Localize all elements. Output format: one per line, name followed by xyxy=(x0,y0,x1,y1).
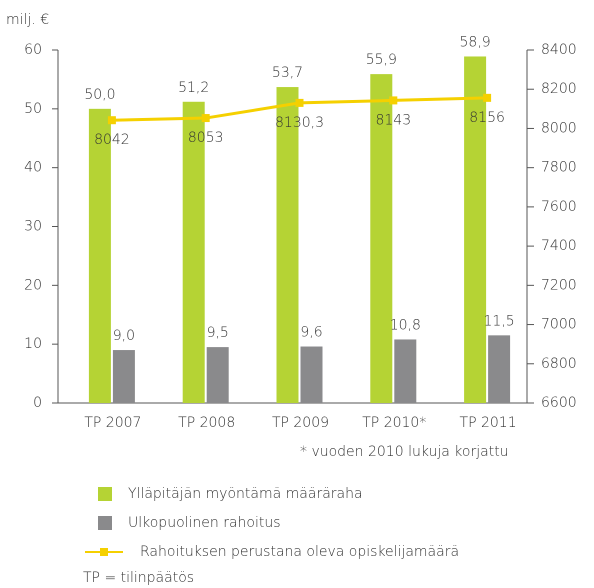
x-tick-label: TP 2008 xyxy=(178,415,235,431)
value-label: 9,5 xyxy=(207,325,229,341)
value-label: 10,8 xyxy=(390,317,421,333)
value-label: 55,9 xyxy=(366,52,397,68)
legend-label: Ulkopuolinen rahoitus xyxy=(128,515,281,531)
line-marker xyxy=(201,114,210,123)
bar xyxy=(112,350,135,403)
value-label: 8042 xyxy=(94,132,130,148)
value-label: 11,5 xyxy=(484,313,515,329)
y2-tick-label: 7000 xyxy=(541,317,577,333)
value-label: 8053 xyxy=(188,130,224,146)
line-marker xyxy=(483,93,492,102)
bar xyxy=(394,339,417,403)
x-tick-label: TP 2010* xyxy=(362,415,426,431)
bar xyxy=(370,74,393,403)
y2-tick-label: 8000 xyxy=(541,120,577,136)
legend-label: Ylläpitäjän myöntämä määräraha xyxy=(128,486,363,502)
footnote: * vuoden 2010 lukuja korjattu xyxy=(300,444,509,460)
line-marker xyxy=(389,96,398,105)
legend-swatch xyxy=(98,487,112,501)
y2-tick-label: 6600 xyxy=(541,395,577,411)
value-label: 8156 xyxy=(469,110,505,126)
value-label: 8130,3 xyxy=(275,115,324,131)
y2-tick-label: 7400 xyxy=(541,238,577,254)
x-tick-label: TP 2007 xyxy=(84,415,141,431)
y2-tick-label: 7200 xyxy=(541,277,577,293)
bar xyxy=(276,87,299,403)
value-label: 58,9 xyxy=(460,34,491,50)
legend-label: Rahoituksen perustana oleva opiskelijamä… xyxy=(140,544,459,560)
value-label: 8143 xyxy=(375,112,411,128)
bar xyxy=(206,347,229,403)
value-label: 51,2 xyxy=(178,80,209,96)
y2-tick-label: 7800 xyxy=(541,160,577,176)
y2-tick-label: 8400 xyxy=(541,42,577,58)
x-tick-label: TP 2011 xyxy=(460,415,517,431)
value-label: 50,0 xyxy=(84,87,115,103)
bar xyxy=(182,101,205,404)
y-tick-label: 0 xyxy=(33,395,42,411)
y-tick-label: 50 xyxy=(24,101,42,117)
y2-tick-label: 7600 xyxy=(541,199,577,215)
x-tick-label: TP 2009 xyxy=(272,415,329,431)
y-tick-label: 20 xyxy=(24,277,42,293)
y2-tick-label: 8200 xyxy=(541,81,577,97)
y-tick-label: 40 xyxy=(24,160,42,176)
value-label: 9,6 xyxy=(300,325,322,341)
legend-marker xyxy=(100,548,108,556)
value-label: 53,7 xyxy=(272,65,303,81)
legend-note: TP = tilinpäätös xyxy=(83,570,194,586)
y-tick-label: 60 xyxy=(24,42,42,58)
value-label: 9,0 xyxy=(113,328,135,344)
y-tick-label: 10 xyxy=(24,336,42,352)
bar xyxy=(464,56,487,403)
line-marker xyxy=(107,116,116,125)
bar xyxy=(488,335,511,403)
y-tick-label: 30 xyxy=(24,219,42,235)
legend-swatch xyxy=(98,516,112,530)
y2-tick-label: 6800 xyxy=(541,356,577,372)
line-marker xyxy=(295,98,304,107)
bar xyxy=(300,346,323,403)
bar xyxy=(88,108,111,403)
y-axis-label: milj. € xyxy=(6,12,49,28)
